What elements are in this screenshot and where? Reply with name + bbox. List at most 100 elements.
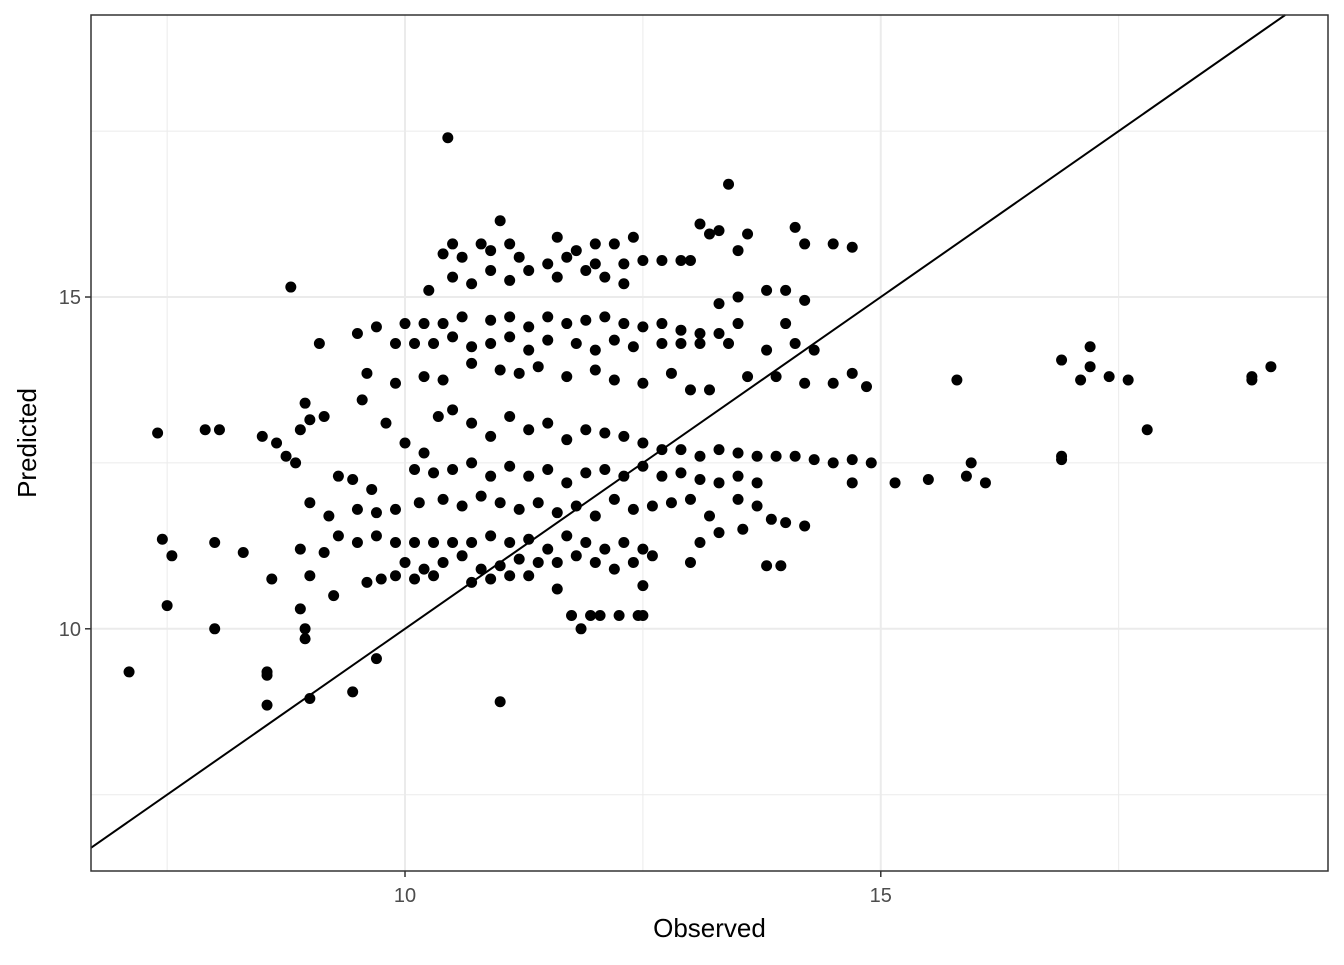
data-point: [608, 493, 620, 505]
data-point: [361, 576, 373, 588]
data-point: [504, 274, 516, 286]
data-point: [370, 530, 382, 542]
data-point: [684, 384, 696, 396]
data-point: [704, 228, 715, 240]
data-point: [513, 251, 525, 263]
data-point: [304, 414, 316, 426]
data-point: [723, 178, 735, 190]
data-point: [627, 503, 639, 515]
data-point: [475, 563, 487, 575]
data-point: [704, 384, 715, 396]
data-point: [618, 318, 630, 330]
data-point: [323, 510, 335, 522]
data-point: [389, 337, 401, 349]
data-point: [513, 367, 525, 379]
data-point: [285, 281, 297, 293]
data-point: [637, 543, 649, 555]
data-point: [389, 570, 401, 582]
x-axis-ticks: 10 15: [394, 871, 892, 907]
data-point: [409, 464, 421, 476]
y-axis-ticks: 10 15: [59, 287, 91, 641]
data-point: [580, 424, 592, 436]
data-point: [656, 318, 668, 330]
data-point: [827, 238, 839, 250]
data-point: [846, 241, 858, 253]
data-point: [684, 556, 696, 568]
data-point: [466, 457, 478, 469]
data-point: [551, 556, 563, 568]
data-point: [318, 410, 330, 422]
data-point: [418, 563, 430, 575]
data-point: [599, 464, 611, 476]
data-point: [799, 520, 811, 532]
data-point: [432, 410, 444, 422]
data-point: [261, 669, 273, 681]
data-point: [504, 537, 516, 549]
data-point: [456, 500, 468, 512]
data-point: [485, 264, 497, 276]
data-point: [713, 477, 725, 489]
data-point: [123, 666, 135, 678]
data-point: [618, 537, 630, 549]
data-point: [351, 503, 363, 515]
data-point: [599, 543, 611, 555]
data-point: [551, 231, 563, 243]
data-point: [751, 477, 763, 489]
data-point: [713, 527, 725, 539]
data-point: [732, 470, 744, 482]
data-point: [466, 576, 478, 588]
data-point: [608, 238, 620, 250]
data-point: [827, 377, 839, 389]
data-point: [437, 493, 449, 505]
data-point: [366, 483, 378, 495]
data-point: [389, 377, 401, 389]
data-point: [599, 271, 611, 283]
data-point: [761, 284, 773, 296]
y-axis-title: Predicted: [12, 388, 42, 498]
data-point: [751, 450, 763, 462]
data-point: [332, 530, 344, 542]
data-point: [399, 318, 411, 330]
data-point: [447, 238, 459, 250]
data-point: [618, 278, 630, 290]
data-point: [299, 397, 311, 409]
data-point: [570, 337, 582, 349]
data-point: [637, 580, 649, 592]
data-point: [589, 510, 601, 522]
data-point: [1122, 374, 1134, 386]
data-point: [199, 424, 211, 436]
data-point: [161, 600, 173, 612]
data-point: [551, 583, 563, 595]
data-point: [637, 460, 649, 472]
data-point: [951, 374, 963, 386]
data-point: [299, 623, 311, 635]
data-point: [437, 248, 449, 260]
panel-border: [90, 14, 1329, 872]
data-point: [637, 321, 649, 333]
data-point: [561, 251, 573, 263]
data-point: [523, 344, 535, 356]
data-point: [627, 341, 639, 353]
data-point: [504, 460, 516, 472]
data-point: [475, 490, 487, 502]
data-point: [613, 610, 625, 622]
data-point: [761, 560, 773, 572]
data-point: [589, 238, 601, 250]
data-point: [627, 556, 639, 568]
data-point: [580, 314, 592, 326]
data-point: [684, 255, 696, 267]
data-point: [808, 454, 820, 466]
data-point: [304, 497, 316, 509]
data-point: [713, 225, 725, 237]
data-point: [504, 238, 516, 250]
data-point: [466, 278, 478, 290]
data-point: [585, 610, 597, 622]
data-point: [637, 255, 649, 267]
data-point: [523, 321, 535, 333]
data-point: [694, 328, 706, 340]
data-point: [328, 590, 340, 602]
data-point: [732, 447, 744, 459]
data-point: [684, 493, 696, 505]
data-point: [566, 610, 578, 622]
